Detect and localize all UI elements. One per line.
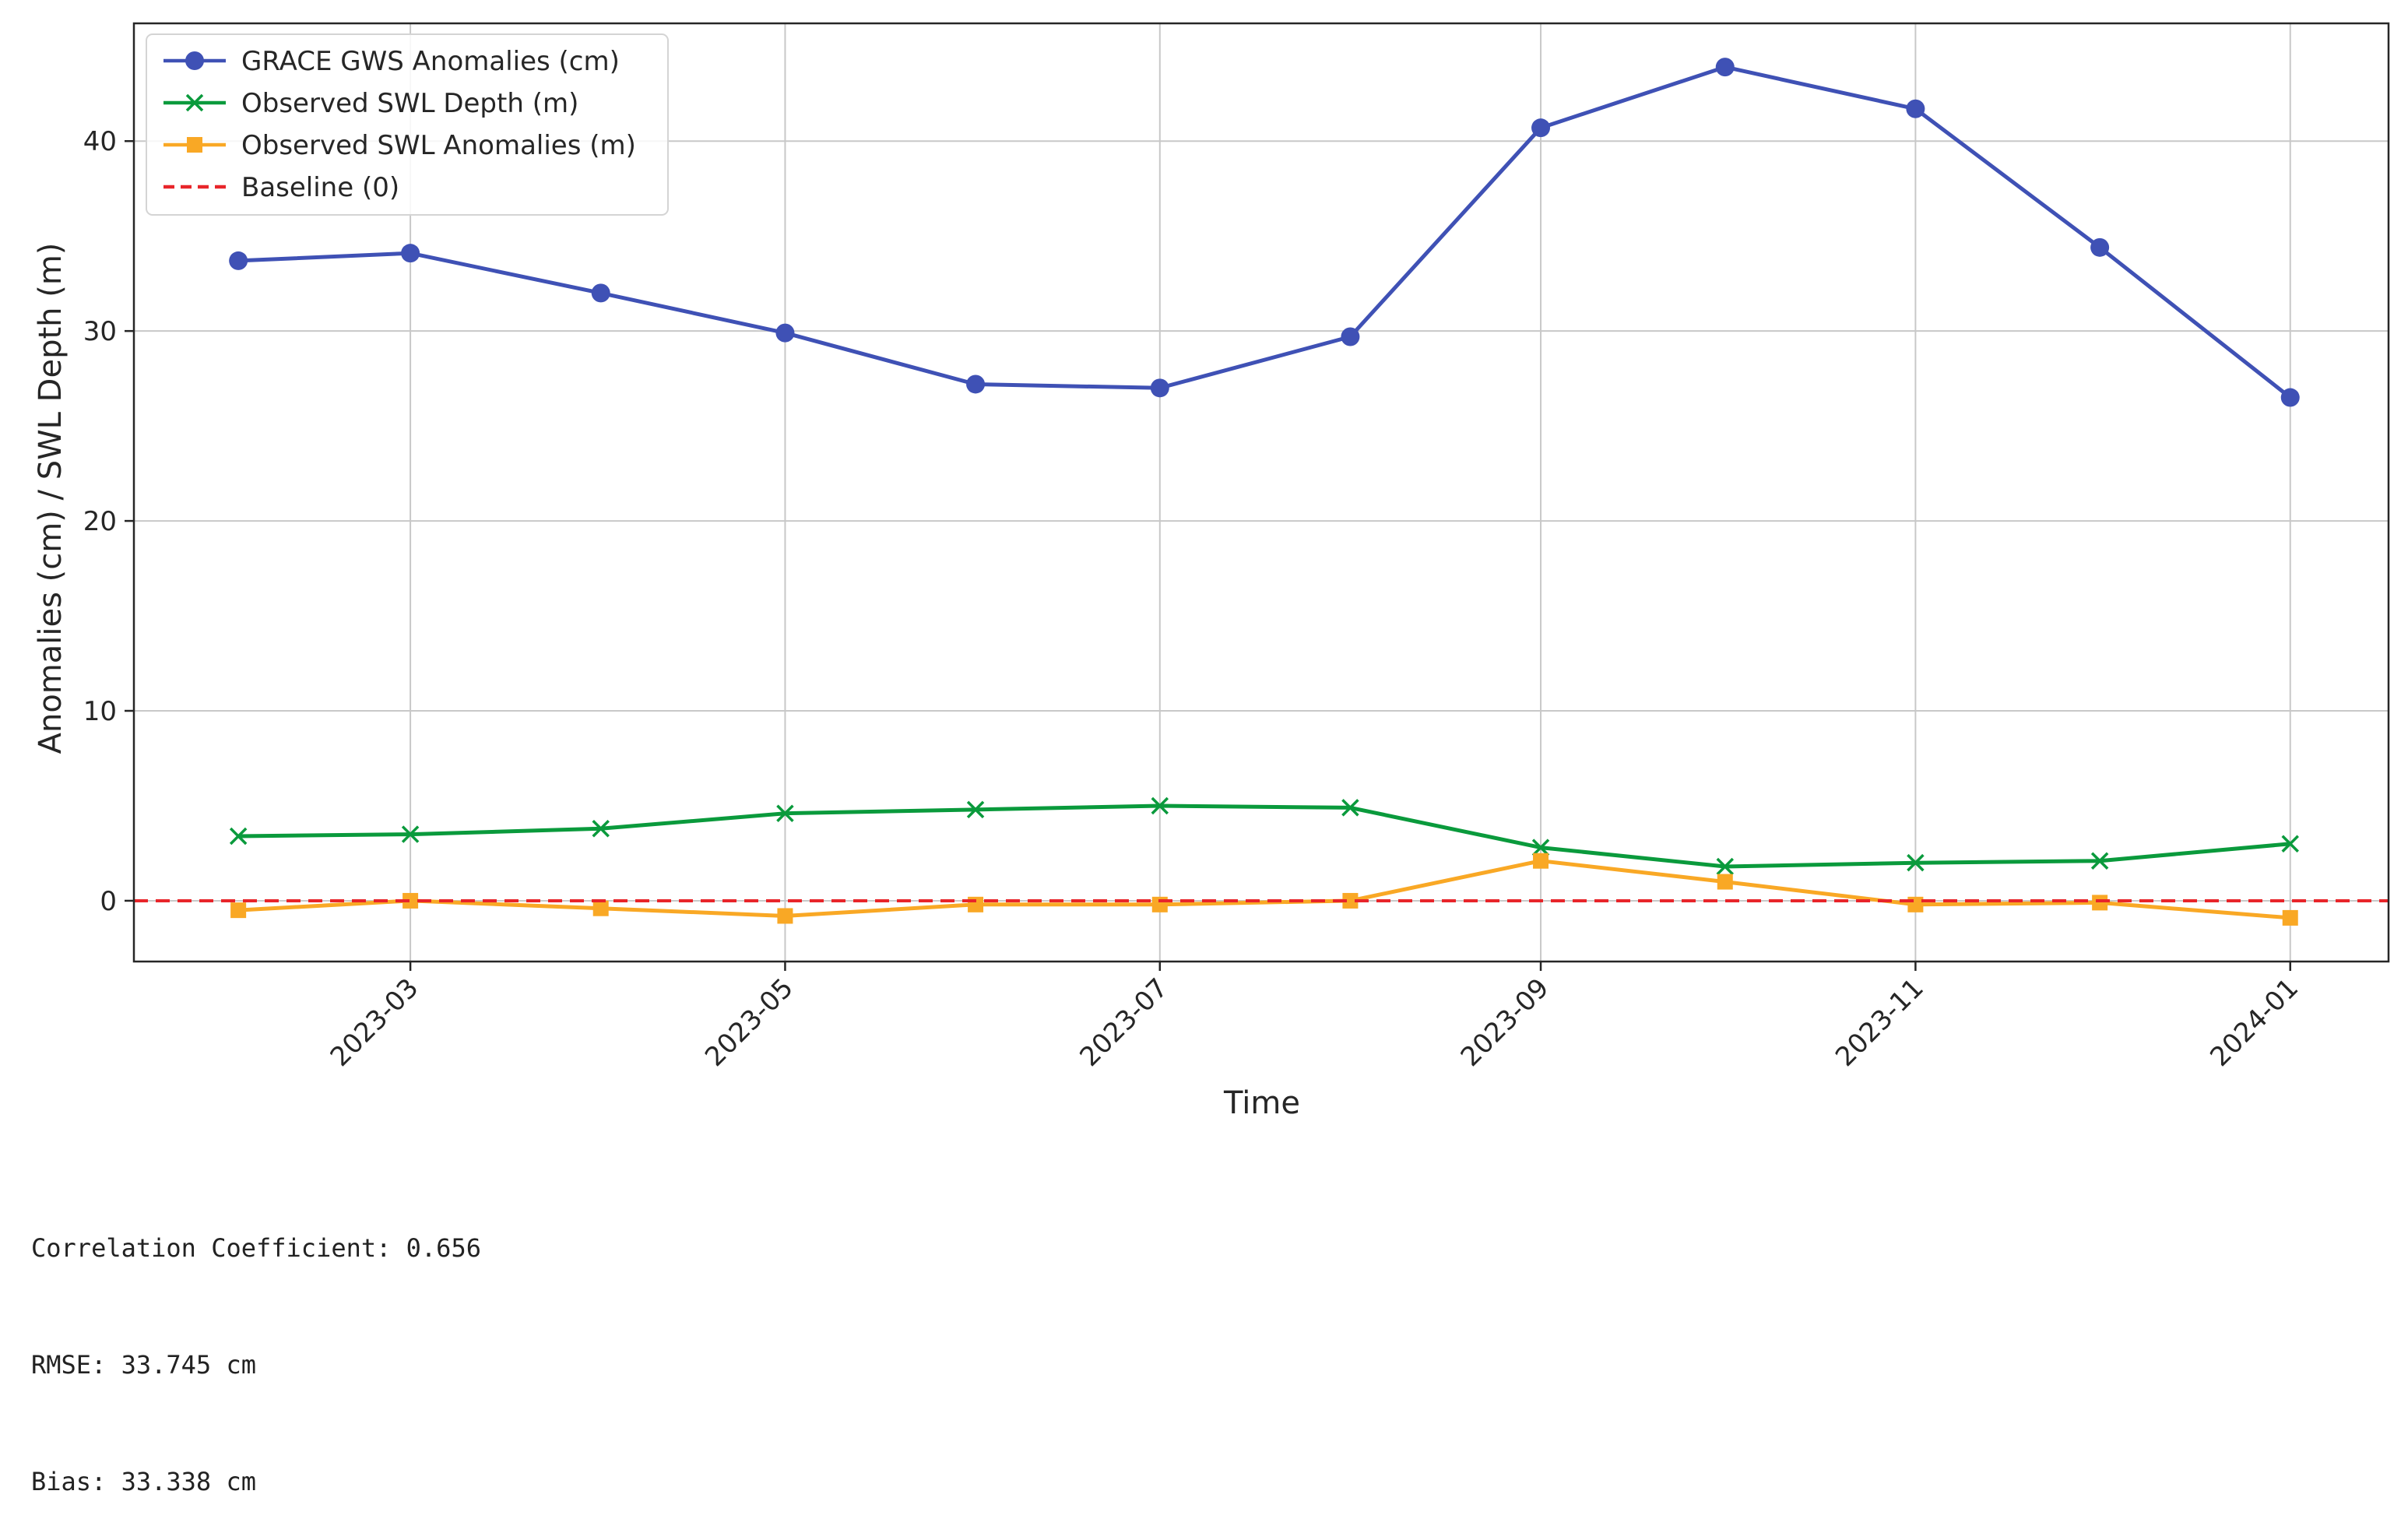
data-point <box>403 892 419 909</box>
stats-output: Correlation Coefficient: 0.656 RMSE: 33.… <box>31 1151 481 1540</box>
legend-label: Observed SWL Anomalies (m) <box>241 130 636 161</box>
x-tick-label: 2024-01 <box>2204 972 2304 1073</box>
data-point <box>1716 857 1735 876</box>
data-point <box>2282 909 2298 926</box>
x-tick-label: 2023-03 <box>325 972 425 1073</box>
x-axis: 2023-03 2023-05 2023-07 2023-09 2023-11 2024-… <box>325 962 2304 1073</box>
y-axis: 0 10 20 30 40 <box>83 126 134 917</box>
y-tick-label: 0 <box>100 886 117 917</box>
legend-box <box>146 33 669 216</box>
data-point <box>1533 853 1549 869</box>
y-tick-label: 30 <box>83 316 117 347</box>
x-tick-label: 2023-07 <box>1074 972 1174 1073</box>
data-point <box>229 251 248 270</box>
data-point <box>1531 839 1550 856</box>
plot-frame <box>132 22 2390 963</box>
legend-item: Observed SWL Anomalies (m) <box>163 130 636 161</box>
data-point <box>2280 388 2300 407</box>
legend-label: GRACE GWS Anomalies (cm) <box>241 46 620 77</box>
y-tick-label: 20 <box>83 506 117 537</box>
data-point <box>229 827 248 846</box>
legend-label: Observed SWL Depth (m) <box>241 88 578 119</box>
x-tick-label: 2023-09 <box>1455 972 1556 1073</box>
data-point <box>591 283 610 303</box>
data-point <box>187 137 202 153</box>
data-point <box>2090 237 2110 257</box>
data-point <box>777 908 793 924</box>
y-tick-label: 40 <box>83 126 117 157</box>
data-point <box>185 51 204 70</box>
data-point <box>968 896 984 912</box>
correlation-coefficient: Correlation Coefficient: 0.656 <box>31 1233 481 1263</box>
data-point <box>1341 799 1359 817</box>
series-layer <box>134 58 2389 926</box>
data-point <box>966 800 985 819</box>
x-tick-label: 2023-05 <box>699 972 800 1073</box>
x-tick-label: 2023-11 <box>1830 972 1930 1073</box>
series-line <box>237 859 2290 920</box>
series-grace-gws-anomalies-cm <box>229 58 2300 407</box>
data-point <box>2281 835 2299 853</box>
series-observed-swl-depth-m <box>229 796 2299 876</box>
data-point <box>592 900 609 916</box>
data-point <box>775 323 795 343</box>
series-observed-swl-anomalies-m <box>230 853 2298 926</box>
data-point <box>1907 896 1924 912</box>
data-point <box>230 902 247 919</box>
series-line <box>238 803 2290 869</box>
rmse: RMSE: 33.745 cm <box>31 1350 256 1380</box>
legend: GRACE GWS Anomalies (cm) Observed SWL Dep… <box>146 33 669 216</box>
legend-label: Baseline (0) <box>241 172 399 203</box>
data-point <box>1531 118 1551 138</box>
data-point <box>2092 895 2108 911</box>
data-point <box>401 244 420 263</box>
data-point <box>966 374 986 394</box>
data-point <box>1907 853 1925 872</box>
data-point <box>776 804 794 822</box>
data-point <box>1151 796 1169 815</box>
y-tick-label: 10 <box>83 696 117 727</box>
data-point <box>1341 327 1360 346</box>
data-point <box>1342 892 1359 909</box>
legend-item: Baseline (0) <box>163 172 399 203</box>
legend-item: GRACE GWS Anomalies (cm) <box>163 46 620 77</box>
data-point <box>1717 874 1733 890</box>
legend-item: Observed SWL Depth (m) <box>163 88 578 119</box>
y-axis-label: Anomalies (cm) / SWL Depth (m) <box>33 243 69 754</box>
data-point <box>1715 58 1735 77</box>
data-point <box>592 820 610 838</box>
data-point <box>1151 896 1168 912</box>
data-point <box>1150 378 1169 398</box>
data-point <box>2090 852 2109 870</box>
data-point <box>1906 99 1925 118</box>
data-point <box>185 93 204 112</box>
x-axis-label: Time <box>1223 1085 1300 1121</box>
bias: Bias: 33.338 cm <box>31 1467 256 1496</box>
series-line <box>237 65 2292 399</box>
data-point <box>401 825 420 843</box>
